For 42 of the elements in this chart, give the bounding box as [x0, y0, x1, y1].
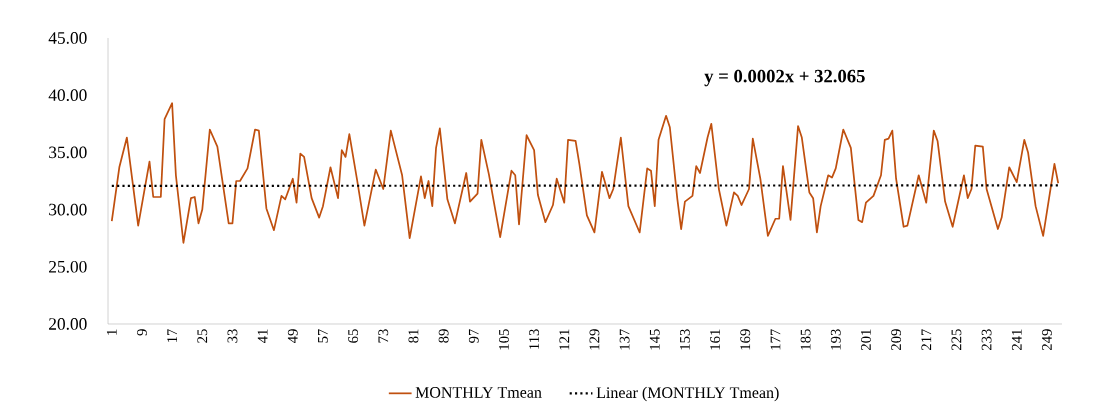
- x-tick-label: 225: [951, 329, 962, 351]
- x-tick-label: 241: [1011, 329, 1022, 351]
- y-tick-label: 40.00: [48, 89, 87, 102]
- line-series: [110, 102, 1060, 244]
- x-tick-label: 185: [800, 329, 811, 350]
- x-tick-label: 233: [981, 329, 992, 351]
- x-tick-label: 97: [468, 329, 479, 343]
- x-tick-label: 1: [106, 329, 117, 335]
- x-tick-label: 89: [438, 329, 449, 343]
- x-tick-label: 33: [227, 329, 238, 343]
- y-tick-label: 35.00: [49, 146, 87, 159]
- x-tick-label: 65: [348, 329, 359, 343]
- x-tick-label: 121: [559, 329, 570, 350]
- annotation: y = 0.0002x + 32.065: [704, 69, 865, 87]
- x-tick-label: 129: [589, 329, 600, 350]
- x-tick-label: 113: [529, 329, 540, 349]
- x-tick-label: 169: [740, 329, 751, 350]
- legend-label: Linear (MONTHLY Tmean): [596, 386, 779, 402]
- y-tick-label: 30.00: [49, 203, 87, 216]
- x-tick-label: 49: [287, 329, 298, 344]
- y-tick-label: 45.00: [48, 32, 87, 44]
- x-tick-label: 153: [680, 329, 690, 350]
- x-tick-label: 17: [167, 329, 177, 343]
- x-tick-label: 81: [408, 329, 419, 343]
- x-tick-label: 137: [619, 329, 630, 350]
- y-tick-label: 25.00: [49, 260, 87, 273]
- y-tick-label: 20.00: [49, 318, 87, 330]
- x-tick-label: 201: [860, 329, 871, 351]
- x-tick-label: 193: [830, 329, 841, 350]
- x-tick-label: 145: [649, 329, 660, 350]
- x-tick-label: 105: [499, 329, 509, 350]
- x-tick-label: 57: [318, 329, 328, 343]
- x-tick-label: 217: [921, 329, 932, 351]
- x-tick-label: 249: [1041, 329, 1052, 351]
- x-tick-label: 9: [137, 329, 147, 336]
- x-tick-label: 161: [710, 329, 721, 350]
- legend-label: MONTHLY Tmean: [415, 387, 542, 398]
- x-tick-label: 209: [891, 329, 902, 351]
- x-tick-label: 73: [378, 329, 389, 343]
- x-tick-label: 25: [197, 329, 208, 343]
- x-tick-label: 177: [770, 329, 781, 350]
- x-tick-label: 41: [257, 329, 268, 344]
